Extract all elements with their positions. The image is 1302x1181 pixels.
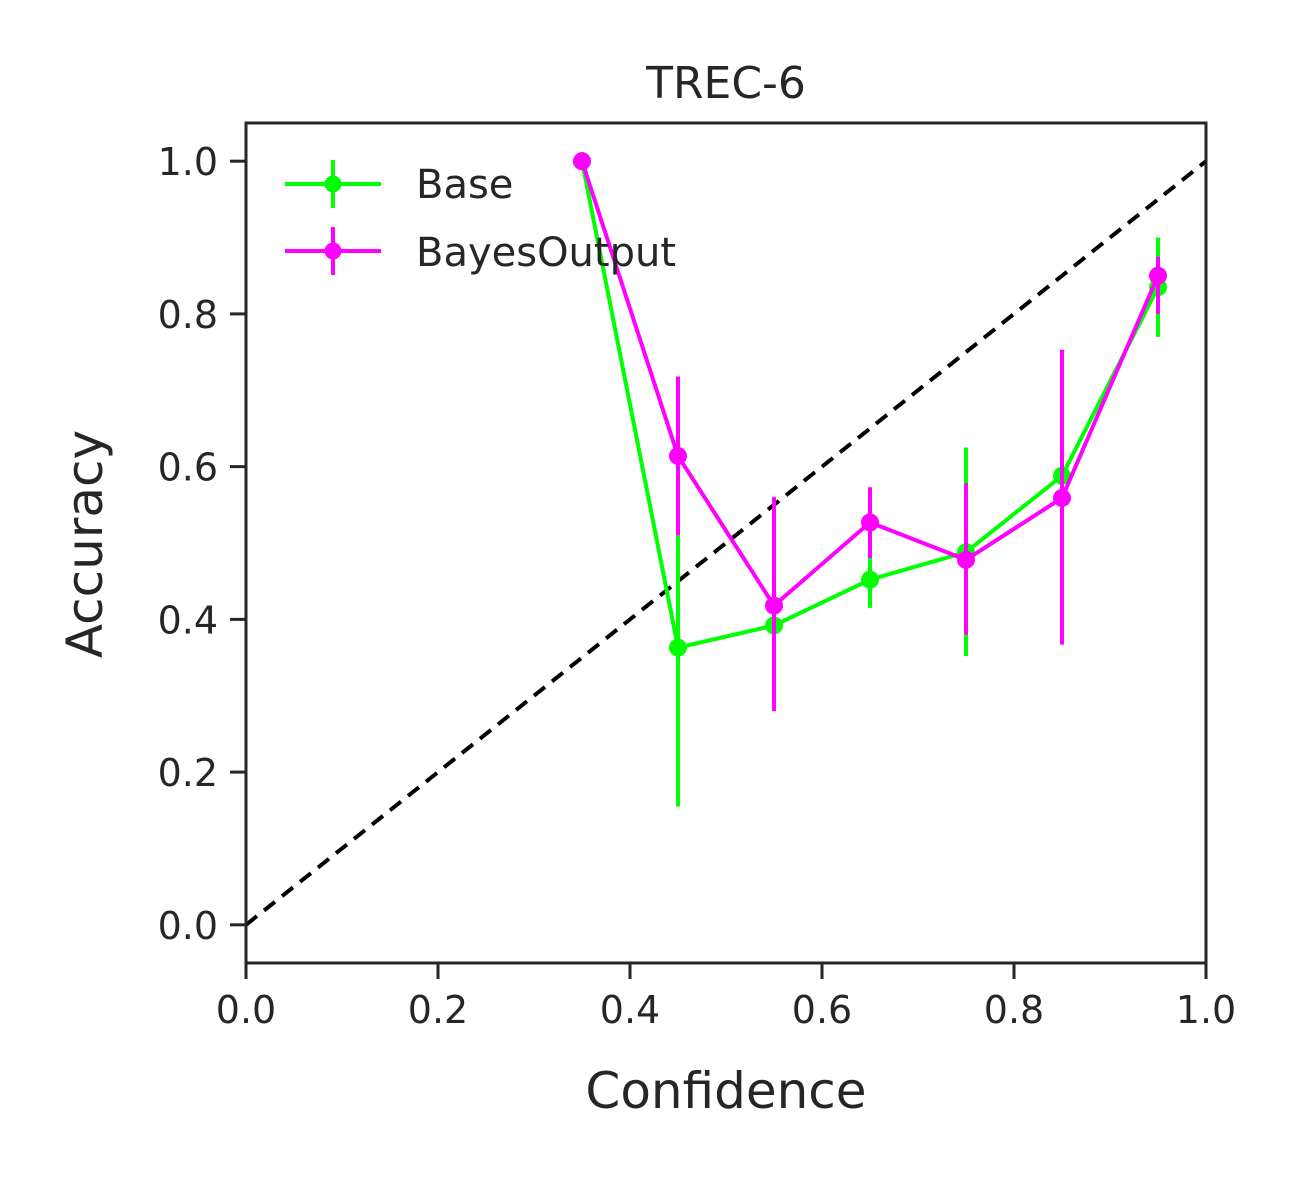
y-tick-label: 0.4 <box>158 598 218 642</box>
x-tick-label: 0.4 <box>600 988 660 1032</box>
legend-marker-bayesoutput <box>324 242 342 260</box>
reference-line-layer <box>244 159 1208 927</box>
plot-frame <box>244 121 1208 965</box>
legend-marker-base <box>324 175 342 193</box>
y-tick-label: 0.8 <box>158 293 218 337</box>
ticks-layer: 0.0 0.2 0.4 0.6 0.8 1.0 0.0 0.2 0.4 0.6 0.8 1.0 <box>158 140 1237 1032</box>
x-tick-label: 0.2 <box>408 988 468 1032</box>
y-tick-label: 0.0 <box>158 904 218 948</box>
data-point-bayesoutput <box>1149 266 1167 285</box>
data-point-bayesoutput <box>1053 488 1071 507</box>
data-point-base <box>669 638 687 657</box>
data-point-bayesoutput <box>765 596 783 615</box>
y-axis-label: Accuracy <box>56 430 114 658</box>
chart-title: TREC-6 <box>645 58 806 109</box>
y-tick-label: 1.0 <box>158 140 218 184</box>
x-tick-label: 0.0 <box>216 988 276 1032</box>
data-point-bayesoutput <box>861 513 879 532</box>
data-point-bayesoutput <box>573 152 591 171</box>
x-axis-label: Confidence <box>585 1062 866 1120</box>
x-tick-label: 1.0 <box>1176 988 1236 1032</box>
y-tick-label: 0.6 <box>158 446 218 490</box>
y-tick-label: 0.2 <box>158 751 218 795</box>
data-point-bayesoutput <box>957 550 975 569</box>
reference-diagonal-line <box>244 159 1208 927</box>
series-layer <box>573 152 1167 807</box>
data-point-bayesoutput <box>669 446 687 465</box>
legend-label-base: Base <box>416 162 513 208</box>
x-tick-label: 0.8 <box>984 988 1044 1032</box>
x-tick-label: 0.6 <box>792 988 852 1032</box>
data-point-base <box>861 570 879 589</box>
legend-label-bayesoutput: BayesOutput <box>416 230 676 276</box>
legend: Base BayesOutput <box>285 160 676 276</box>
